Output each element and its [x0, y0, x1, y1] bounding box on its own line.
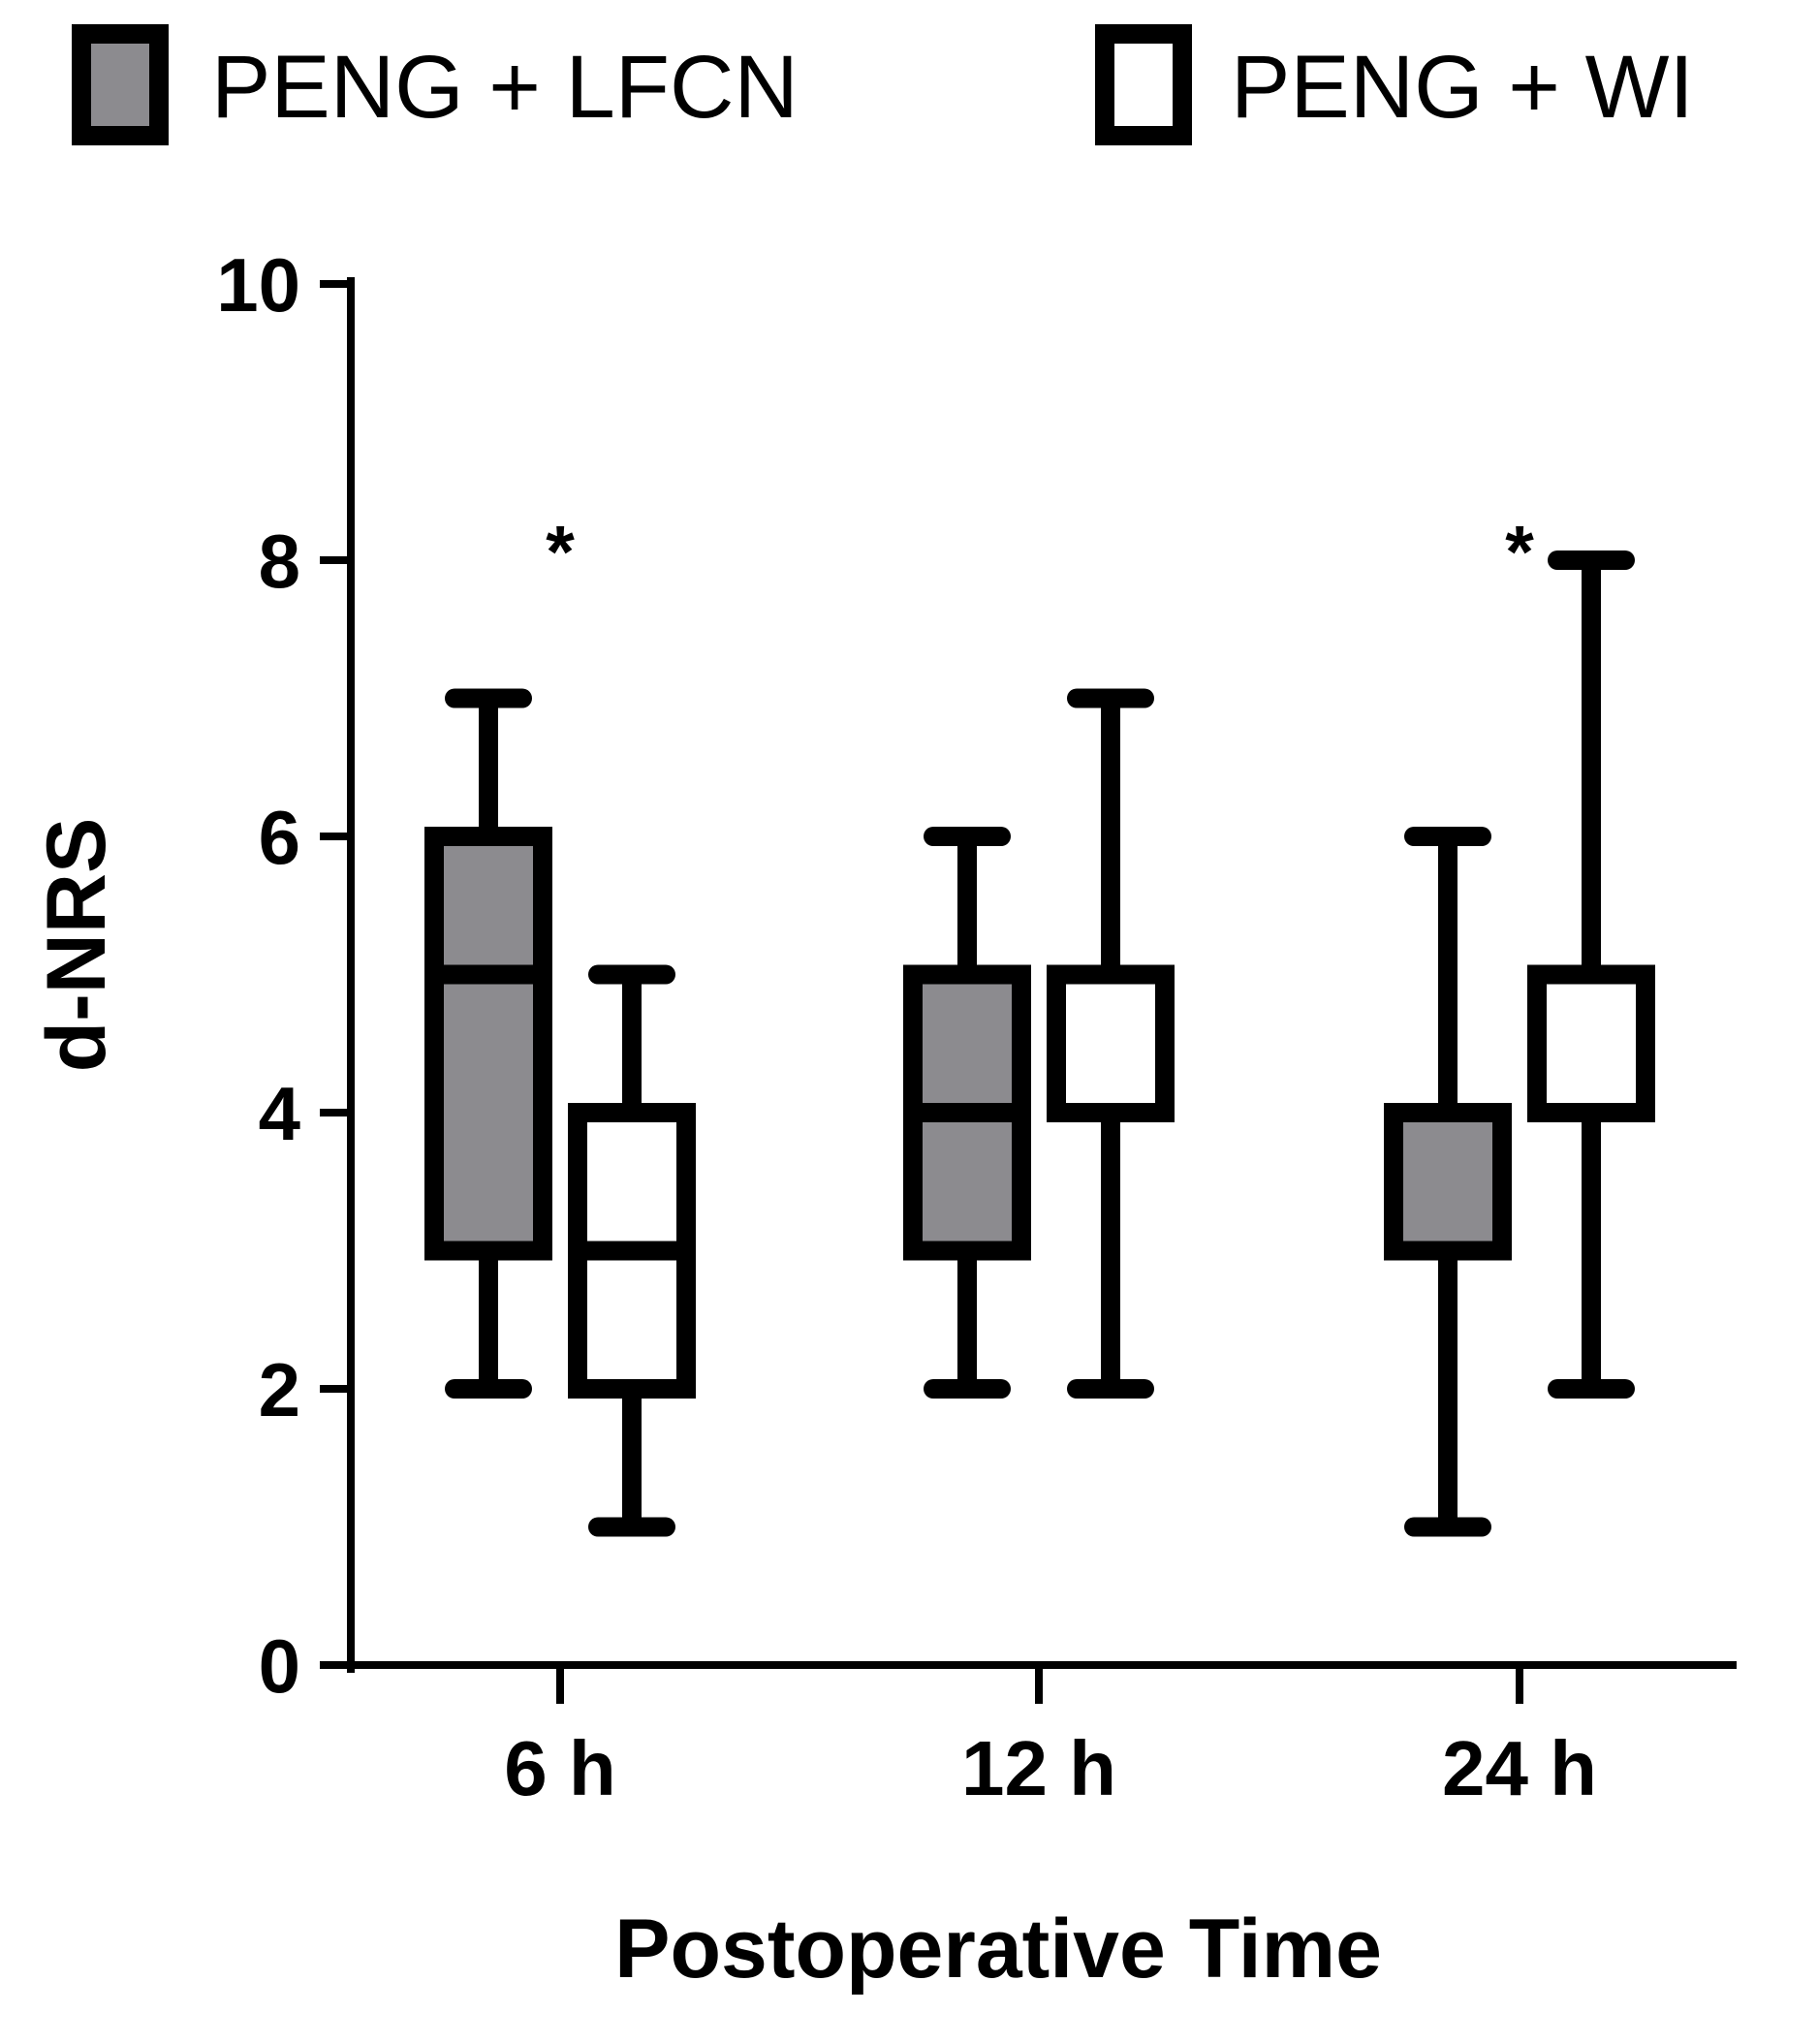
x-tick-label-2: 12 h — [961, 1725, 1116, 1811]
y-tick-label-0: 0 — [259, 1623, 300, 1709]
legend-swatch-1 — [72, 24, 169, 145]
x-tick-label-1: 6 h — [504, 1725, 616, 1811]
box-1-2 — [903, 827, 1031, 1399]
box-iqr — [1527, 964, 1655, 1122]
legend-label-2: PENG + WI — [1231, 38, 1694, 137]
y-tick-label-2: 2 — [259, 1347, 300, 1432]
box-2-3 — [1527, 550, 1655, 1399]
y-axis-title: d-NRS — [30, 818, 123, 1073]
y-tick-label-10: 10 — [216, 242, 300, 328]
legend-swatch-2 — [1095, 24, 1192, 145]
box-1-1 — [424, 688, 552, 1399]
significance-marker-2: * — [1505, 511, 1534, 593]
y-tick-label-4: 4 — [259, 1071, 300, 1156]
axes: 0 2 4 6 8 10 6 h 12 h 24 h — [216, 242, 1737, 1811]
y-tick-label-6: 6 — [259, 795, 300, 880]
y-tick-label-8: 8 — [259, 519, 300, 604]
box-iqr — [1047, 964, 1175, 1122]
x-tick-label-3: 24 h — [1442, 1725, 1597, 1811]
legend-label-1: PENG + LFCN — [211, 38, 799, 137]
x-axis-title: Postoperative Time — [614, 1902, 1382, 1996]
plot-area: * * — [424, 511, 1655, 1537]
box-iqr — [424, 827, 552, 1261]
box-iqr — [1384, 1103, 1512, 1261]
box-2-2 — [1047, 688, 1175, 1399]
legend: PENG + LFCN PENG + WI — [72, 24, 1694, 145]
significance-marker-1: * — [546, 511, 575, 593]
box-2-1 — [568, 964, 696, 1537]
box-1-3 — [1384, 827, 1512, 1537]
